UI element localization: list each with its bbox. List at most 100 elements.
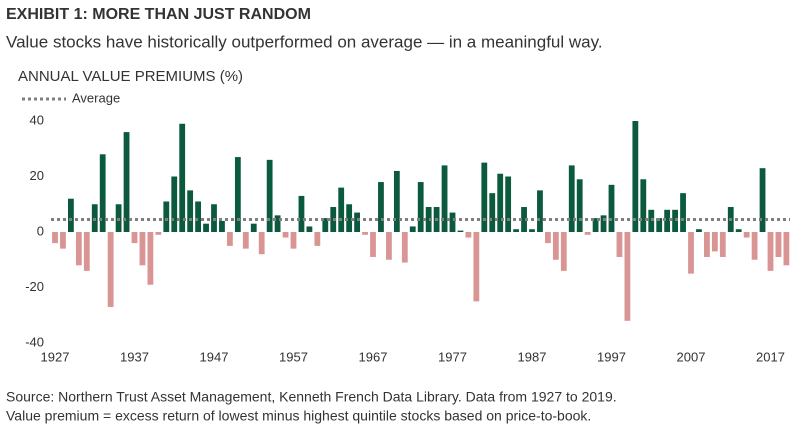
bar [68,198,74,232]
y-tick-label: -40 [25,334,44,349]
bar [354,212,360,232]
bar [99,154,106,232]
bar [704,232,710,257]
bar [378,182,384,232]
bar [759,168,766,232]
bar [537,190,543,232]
source-note: Value premium = excess return of lowest … [6,408,591,424]
bar [783,232,790,266]
bar [139,232,146,266]
bar [775,232,782,257]
x-tick-label: 1957 [279,349,308,364]
bar [346,204,353,232]
chart-title: EXHIBIT 1: MORE THAN JUST RANDOM [6,6,311,23]
bar [696,229,702,232]
bar [290,232,297,249]
x-tick-label: 1977 [438,349,467,364]
bar [338,187,345,232]
bar [688,232,694,274]
bar [711,232,718,252]
bar [600,215,607,232]
bar [401,232,408,263]
bar [576,179,583,232]
x-tick-label: 1987 [518,349,547,364]
bar [171,176,178,232]
bar [314,232,321,246]
bar [457,230,464,232]
bar [640,179,647,232]
bar [656,218,663,232]
bar [465,232,472,238]
bar [393,170,400,232]
bar [417,182,424,232]
bar [52,232,58,244]
bar [624,232,631,321]
x-tick-label: 1947 [200,349,229,364]
bar [568,165,575,232]
bar [131,232,138,244]
bar [719,232,726,257]
x-tick-label: 1937 [120,349,149,364]
y-tick-label: 0 [37,223,44,238]
bar [441,165,448,232]
bar [179,123,186,232]
bar [513,229,519,232]
bar [584,232,591,235]
bar [481,162,488,232]
bar [242,232,249,249]
source-note: Source: Northern Trust Asset Management,… [6,389,617,405]
bar [227,232,233,246]
bar [473,232,480,302]
bar [505,176,512,232]
bar [616,232,623,257]
bar [680,193,686,232]
bar [743,232,750,238]
bar [219,220,225,232]
bar [592,218,599,232]
bar [751,232,758,260]
bar [123,132,130,232]
y-tick-label: 40 [30,112,44,127]
bar [489,193,496,232]
y-axis-label: ANNUAL VALUE PREMIUMS (%) [18,68,243,85]
bar [322,218,329,232]
bar [234,157,241,232]
bar [552,232,559,260]
legend-label: Average [72,90,120,105]
bar [266,159,273,232]
x-tick-label: 1927 [41,349,70,364]
bar [75,232,82,266]
bar [632,121,639,232]
bar [155,232,162,235]
bar [107,232,114,307]
bar [298,195,305,232]
bar [83,232,90,271]
bar [362,232,368,235]
x-tick-label: 1967 [359,349,388,364]
bar [529,229,535,232]
bar [250,223,257,232]
bar [735,229,742,232]
bar [60,232,66,249]
bar [282,232,289,238]
bar [370,232,376,257]
bar [449,212,456,232]
bar [521,207,527,232]
y-tick-label: -20 [25,279,44,294]
bar [497,173,504,232]
bar [306,226,313,232]
x-tick-label: 2017 [756,349,785,364]
bar [545,232,551,244]
bar [187,190,194,232]
bar [608,184,615,232]
bar [767,232,774,271]
bar [274,215,281,232]
chart-subtitle: Value stocks have historically outperfor… [6,32,603,51]
bar [560,232,567,271]
x-tick-label: 1997 [597,349,626,364]
x-tick-label: 2007 [677,349,706,364]
bar [664,209,671,232]
bar [147,232,154,285]
bar [195,201,201,232]
